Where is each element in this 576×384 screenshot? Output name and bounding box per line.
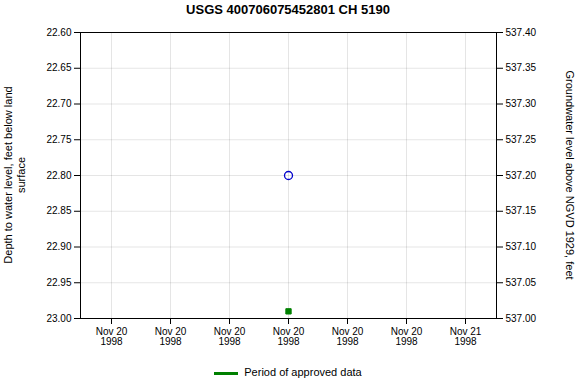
svg-text:23.00: 23.00 xyxy=(46,313,71,324)
html-text:USGS 400706075452801 CH 5190: USGS 400706075452801 CH 5190 xyxy=(186,2,390,17)
svg-text:Nov 201998: Nov 201998 xyxy=(332,326,364,347)
svg-text:22.95: 22.95 xyxy=(46,277,71,288)
svg-text:22.75: 22.75 xyxy=(46,134,71,145)
svg-text:Nov 201998: Nov 201998 xyxy=(214,326,246,347)
svg-text:22.70: 22.70 xyxy=(46,98,71,109)
svg-text:537.30: 537.30 xyxy=(506,98,537,109)
svg-text:537.40: 537.40 xyxy=(506,27,537,38)
svg-text:Nov 201998: Nov 201998 xyxy=(391,326,423,347)
svg-text:Nov 201998: Nov 201998 xyxy=(155,326,187,347)
svg-text:22.60: 22.60 xyxy=(46,27,71,38)
svg-text:537.20: 537.20 xyxy=(506,170,537,181)
svg-text:22.90: 22.90 xyxy=(46,241,71,252)
svg-text:Depth to water level, feet bel: Depth to water level, feet below landsur… xyxy=(2,86,27,263)
svg-text:Nov 211998: Nov 211998 xyxy=(450,326,482,347)
svg-text:537.25: 537.25 xyxy=(506,134,537,145)
svg-text:22.65: 22.65 xyxy=(46,62,71,73)
svg-text:22.85: 22.85 xyxy=(46,205,71,216)
svg-text:537.35: 537.35 xyxy=(506,62,537,73)
svg-text:537.10: 537.10 xyxy=(506,241,537,252)
svg-text:537.15: 537.15 xyxy=(506,205,537,216)
svg-text:537.05: 537.05 xyxy=(506,277,537,288)
svg-text:Nov 201998: Nov 201998 xyxy=(96,326,128,347)
svg-text:Groundwater level above NGVD 1: Groundwater level above NGVD 1929, feet xyxy=(564,70,576,279)
svg-text:537.00: 537.00 xyxy=(506,313,537,324)
svg-text:22.80: 22.80 xyxy=(46,170,71,181)
html-text:Period of approved data: Period of approved data xyxy=(244,366,362,378)
svg-text:Nov 201998: Nov 201998 xyxy=(273,326,305,347)
